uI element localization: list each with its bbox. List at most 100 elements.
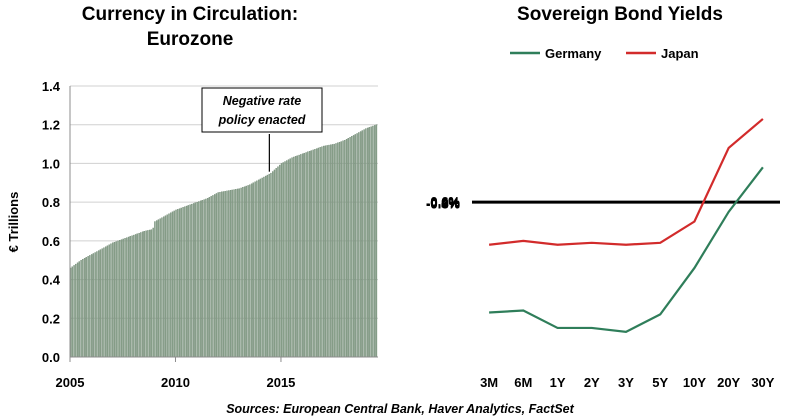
currency-bar <box>115 241 117 358</box>
currency-bar <box>208 197 211 358</box>
currency-bar <box>272 171 274 358</box>
currency-bar <box>233 189 235 358</box>
currency-chart-bars <box>69 124 378 358</box>
currency-bar <box>196 201 198 358</box>
currency-bar <box>242 187 244 358</box>
currency-bar <box>119 240 121 358</box>
currency-chart-y-axis-label: € Trillions <box>6 192 21 253</box>
currency-bar <box>203 199 205 358</box>
currency-bar <box>163 216 165 358</box>
currency-bar <box>359 131 362 358</box>
currency-bar <box>82 259 84 358</box>
currency-bar <box>145 230 147 358</box>
currency-bar <box>219 191 221 358</box>
currency-bar <box>366 127 369 358</box>
currency-bar <box>368 127 371 358</box>
currency-y-tick-label: 0.4 <box>42 273 61 288</box>
currency-bar <box>178 208 181 358</box>
currency-bar <box>136 233 139 358</box>
annotation-line1: Negative rate <box>223 94 302 108</box>
yields-y-tick-label: 0.0% <box>430 195 460 210</box>
currency-bar <box>257 179 260 358</box>
currency-bar <box>83 258 86 358</box>
currency-bar <box>126 237 128 358</box>
currency-bar <box>185 205 188 358</box>
currency-bar <box>291 157 293 358</box>
currency-bar <box>277 166 279 358</box>
currency-bar <box>231 189 233 358</box>
yields-y-tick-label: 0.6% <box>430 194 460 209</box>
currency-bar <box>166 214 168 358</box>
yields-x-tick-label: 20Y <box>717 375 740 390</box>
currency-bar <box>110 243 112 358</box>
currency-bar <box>337 142 339 358</box>
currency-bar <box>358 132 360 358</box>
currency-bar <box>275 168 277 358</box>
currency-bar <box>259 178 262 358</box>
currency-bar <box>351 136 353 358</box>
yields-x-tick-label: 3M <box>480 375 498 390</box>
currency-bar <box>263 176 265 358</box>
currency-y-tick-label: 1.4 <box>42 79 61 94</box>
currency-bar <box>229 190 232 358</box>
yields-x-tick-label: 10Y <box>683 375 706 390</box>
currency-bar <box>122 238 124 358</box>
currency-bar <box>129 236 132 358</box>
currency-bar <box>198 201 200 358</box>
currency-bar <box>221 191 223 358</box>
currency-bar <box>273 169 276 358</box>
currency-bar <box>87 256 89 358</box>
currency-bar <box>148 229 151 358</box>
currency-bar <box>323 145 325 358</box>
currency-bar <box>264 175 267 358</box>
currency-bar <box>326 145 328 358</box>
currency-bar <box>97 250 100 358</box>
currency-bar <box>210 196 212 358</box>
currency-bar <box>170 212 172 358</box>
currency-bar <box>117 240 119 358</box>
currency-bar <box>201 200 204 358</box>
currency-bar <box>175 209 177 358</box>
currency-bar <box>310 150 313 358</box>
currency-bar <box>192 203 195 358</box>
annotation-box: Negative rate policy enacted <box>201 87 323 172</box>
currency-bar <box>293 156 295 358</box>
currency-bar <box>224 191 226 358</box>
currency-bar <box>370 126 372 358</box>
currency-bar <box>354 134 357 358</box>
currency-bar <box>287 159 290 358</box>
currency-bar <box>352 135 355 358</box>
yields-x-tick-label: 1Y <box>550 375 566 390</box>
yields-chart-title: Sovereign Bond Yields <box>517 4 723 25</box>
currency-x-tick-label: 2015 <box>266 375 295 390</box>
currency-bar <box>338 141 341 358</box>
currency-bar <box>76 262 79 358</box>
currency-chart-title-line2: Eurozone <box>147 29 234 50</box>
currency-bar <box>240 187 242 358</box>
currency-y-tick-label: 1.0 <box>42 156 60 171</box>
currency-bar <box>328 144 330 358</box>
currency-bar <box>94 252 96 358</box>
currency-bar <box>330 144 332 358</box>
currency-bar <box>356 133 358 358</box>
currency-bar <box>75 263 77 358</box>
currency-bar <box>222 191 225 358</box>
yields-x-tick-label: 3Y <box>618 375 634 390</box>
currency-bar <box>161 217 163 358</box>
currency-bar <box>164 215 167 358</box>
currency-bar <box>180 207 182 358</box>
currency-bar <box>120 239 123 358</box>
currency-bar <box>349 137 351 358</box>
currency-bar <box>89 255 91 358</box>
germany-yield-line <box>489 166 764 333</box>
currency-bar <box>199 200 202 358</box>
currency-bar <box>157 219 160 358</box>
currency-bar <box>205 198 207 358</box>
currency-bar <box>171 211 174 358</box>
currency-chart-x-ticks: 2005 2010 2015 <box>56 357 295 390</box>
currency-bar <box>247 185 249 358</box>
currency-bar <box>101 248 103 358</box>
currency-bar <box>315 148 318 358</box>
currency-bar <box>133 234 135 358</box>
currency-bar <box>296 155 299 358</box>
